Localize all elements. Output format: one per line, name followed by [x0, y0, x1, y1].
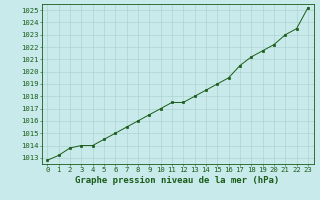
X-axis label: Graphe pression niveau de la mer (hPa): Graphe pression niveau de la mer (hPa) [76, 176, 280, 185]
